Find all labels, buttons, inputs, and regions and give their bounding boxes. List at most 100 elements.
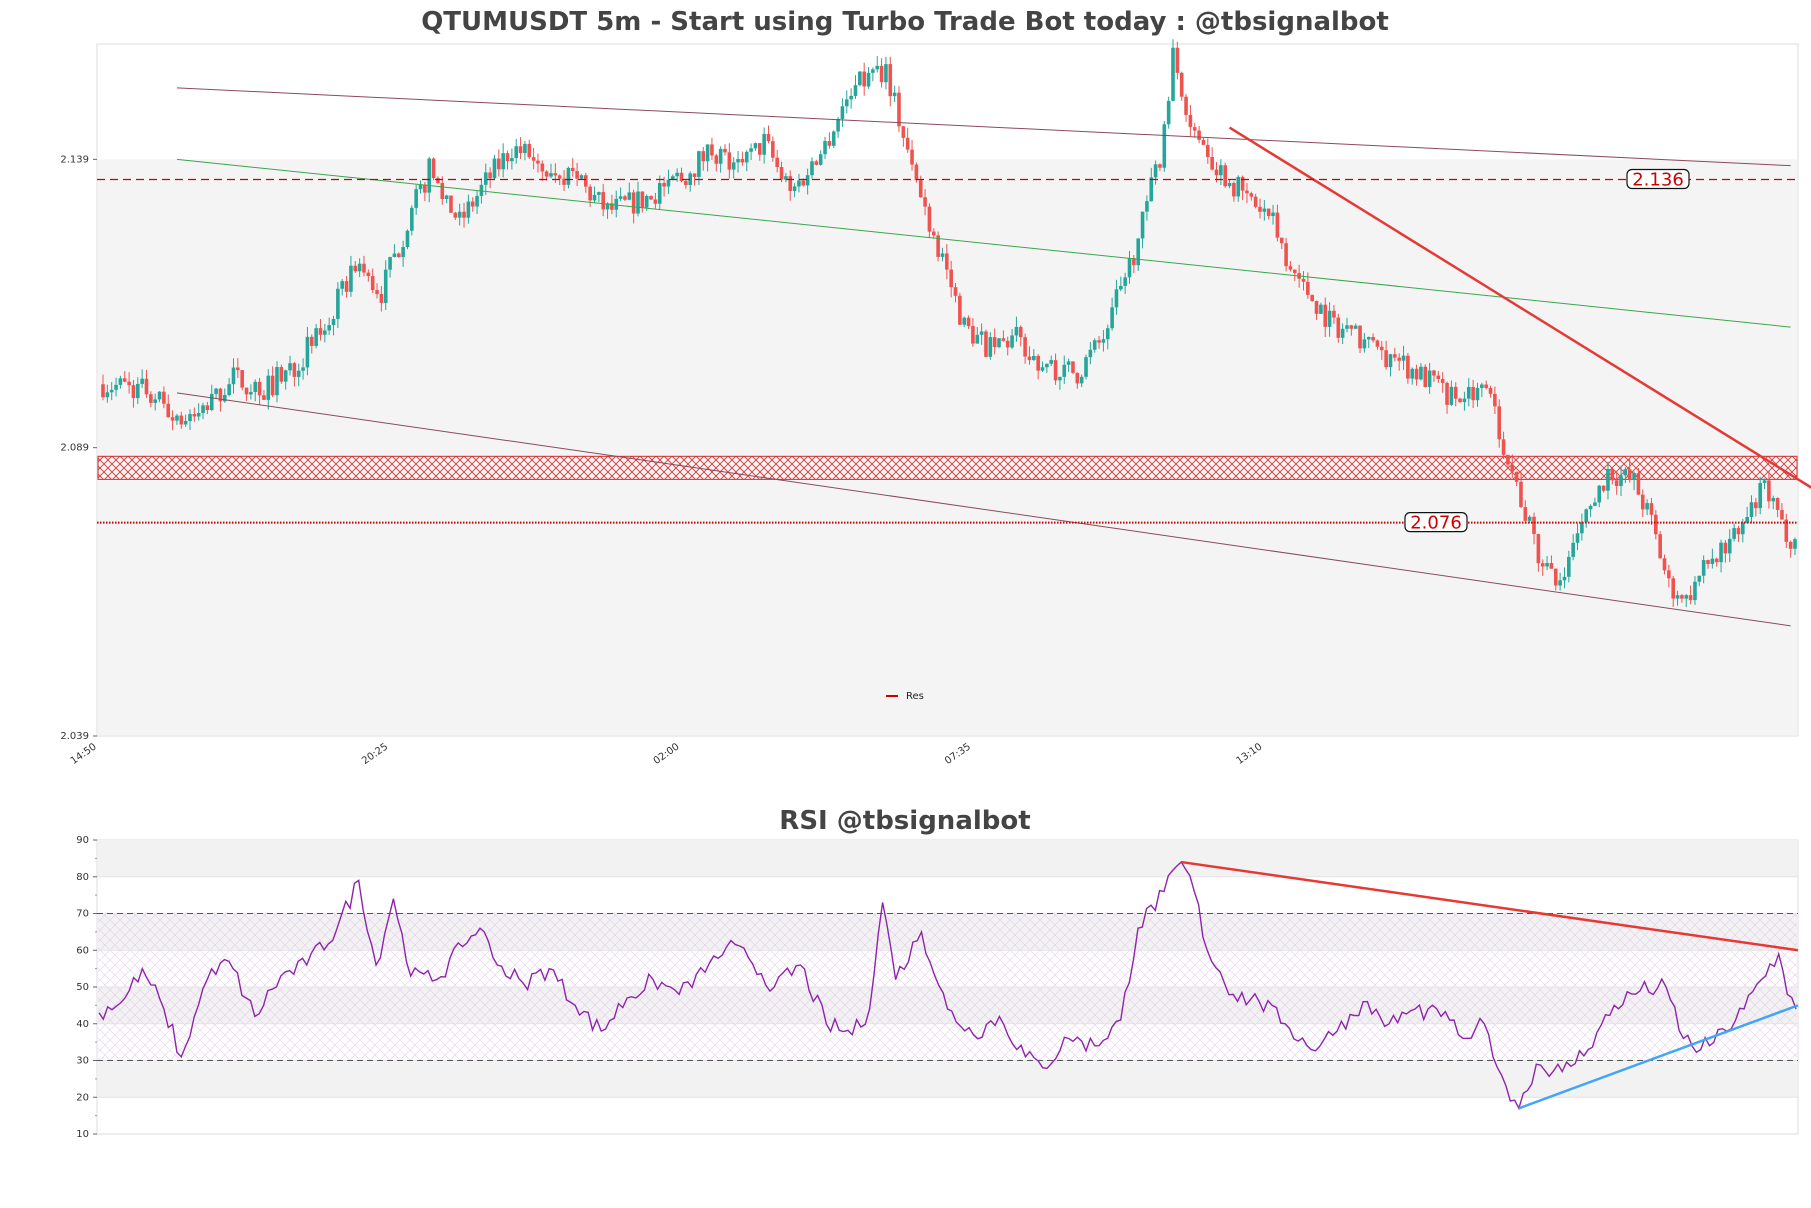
- candle-body: [757, 143, 762, 155]
- candle-body: [1727, 538, 1732, 554]
- candle-body: [1445, 382, 1449, 405]
- candle-body: [392, 253, 397, 257]
- candle-body: [771, 141, 775, 158]
- candle-body: [901, 126, 906, 138]
- candle-body: [1232, 182, 1236, 197]
- candle-body: [157, 391, 162, 400]
- candle-body: [531, 157, 536, 161]
- rsi-support-trendline: [1518, 1004, 1799, 1110]
- candle-body: [231, 367, 236, 385]
- candle-body: [931, 231, 936, 236]
- candle-body: [1014, 326, 1019, 336]
- candle-body: [514, 146, 519, 159]
- candle-body: [714, 155, 719, 164]
- candle-body: [1206, 144, 1210, 157]
- candle-body: [1397, 357, 1401, 361]
- candle-body: [1062, 364, 1067, 377]
- candle-body: [566, 167, 571, 185]
- candle-body: [1588, 505, 1593, 510]
- candle-body: [1371, 336, 1375, 341]
- candle-body: [992, 337, 997, 348]
- candle-body: [1271, 212, 1275, 217]
- candle-body: [301, 367, 305, 371]
- candle-body: [396, 253, 401, 257]
- candle-body: [1493, 393, 1497, 407]
- candle-body: [427, 158, 432, 193]
- candle-body: [1153, 164, 1158, 178]
- candle-body: [1419, 366, 1423, 380]
- price-y-tick-label: 2.139: [60, 154, 89, 165]
- candle-body: [1675, 595, 1680, 599]
- candle-body: [1545, 563, 1549, 567]
- candle-body: [1706, 560, 1710, 564]
- candle-body: [949, 269, 953, 288]
- candle-body: [109, 389, 114, 393]
- candle-body: [892, 92, 897, 97]
- candle-body: [831, 131, 836, 146]
- candle-body: [140, 378, 144, 384]
- candle-body: [1140, 211, 1145, 239]
- candle-body: [323, 330, 327, 335]
- candle-body: [1227, 182, 1232, 187]
- candle-body: [405, 230, 410, 248]
- candle-body: [592, 194, 597, 201]
- candle-body: [475, 195, 479, 207]
- candle-body: [1249, 193, 1254, 197]
- candle-body: [1306, 281, 1310, 295]
- candle-body: [1732, 528, 1736, 539]
- candle-body: [1784, 519, 1789, 542]
- rsi-y-axis: 10 20 30 40 50 60 70 80 90: [76, 835, 97, 1140]
- candle-body: [1423, 366, 1428, 387]
- candle-body: [888, 64, 893, 97]
- candle-body: [1375, 340, 1380, 347]
- candle-body: [597, 192, 601, 195]
- candle-body: [744, 151, 749, 163]
- candle-body: [1018, 326, 1023, 338]
- level-label-2076-box: [1404, 512, 1468, 533]
- candle-body: [462, 211, 466, 218]
- candle-body: [162, 391, 166, 404]
- candle-body: [1401, 355, 1406, 361]
- candle-body: [1192, 127, 1197, 131]
- candle-body: [1714, 558, 1719, 563]
- candle-body: [553, 173, 558, 176]
- rsi-y-tick-label: 90: [76, 835, 89, 846]
- candle-body: [1349, 325, 1354, 329]
- price-chart-title: QTUMUSDT 5m - Start using Turbo Trade Bo…: [421, 7, 1389, 37]
- candle-body: [1601, 485, 1606, 491]
- candle-body: [218, 388, 223, 402]
- rsi-y-tick-label: 10: [76, 1129, 89, 1140]
- candle-body: [1027, 356, 1032, 361]
- candle-body: [314, 328, 318, 346]
- level-label-2136: 2.136: [1632, 170, 1684, 191]
- candle-body: [527, 143, 532, 158]
- candle-body: [305, 336, 310, 368]
- price-y-tick-label: 2.039: [60, 731, 89, 742]
- candle-body: [283, 370, 288, 382]
- candle-body: [1288, 266, 1293, 270]
- candle-body: [1358, 325, 1362, 349]
- candle-body: [1497, 406, 1502, 440]
- price-y-tick-label: 2.089: [60, 443, 89, 454]
- candle-body: [879, 65, 884, 83]
- candle-body: [610, 203, 614, 210]
- candle-body: [1092, 340, 1097, 350]
- candle-body: [940, 253, 945, 257]
- candle-body: [1214, 169, 1219, 176]
- resistance-trendline: [1228, 126, 1811, 489]
- candle-body: [470, 201, 475, 207]
- rsi-y-tick-label: 40: [76, 1019, 89, 1030]
- rsi-y-tick-label: 60: [76, 945, 89, 956]
- candle-body: [575, 171, 579, 179]
- candle-body: [805, 175, 810, 186]
- candle-body: [1179, 72, 1184, 97]
- candle-body: [492, 158, 497, 179]
- candle-body: [183, 420, 188, 425]
- candle-body: [179, 415, 184, 425]
- candle-body: [296, 370, 301, 377]
- candle-body: [905, 137, 910, 150]
- candle-body: [1345, 325, 1349, 329]
- candle-body: [357, 263, 362, 272]
- candle-body: [483, 172, 488, 185]
- price-plot-layer: 2.136 2.076: [97, 39, 1811, 736]
